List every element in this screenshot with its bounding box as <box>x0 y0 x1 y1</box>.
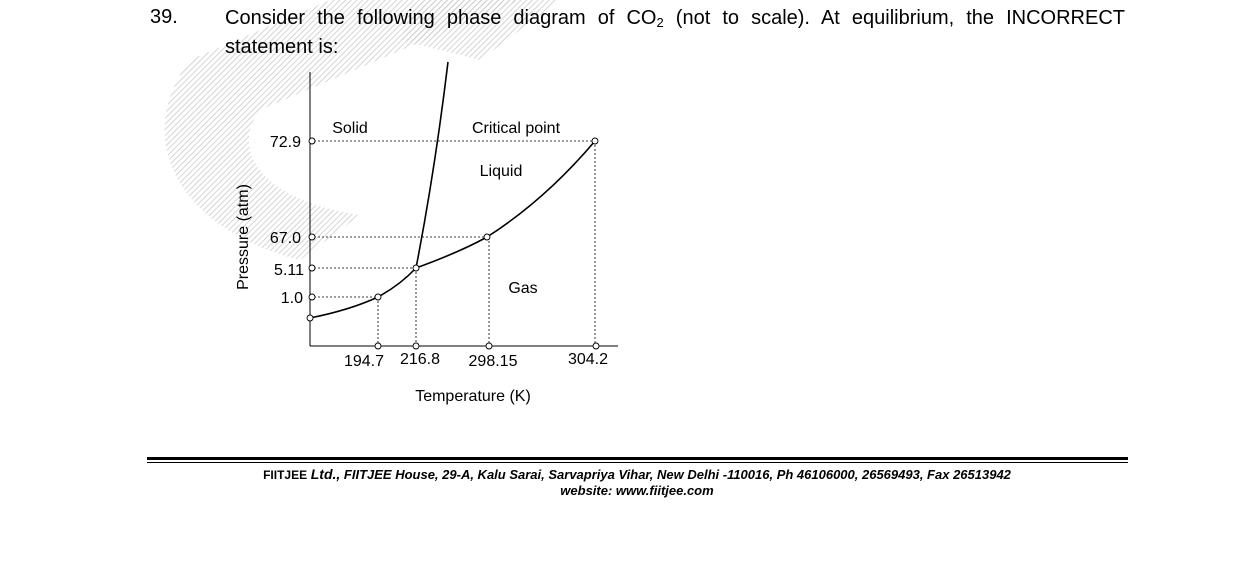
text: Consider the following phase diagram of … <box>225 7 657 29</box>
region-label: Gas <box>508 280 537 297</box>
region-label: Critical point <box>472 120 561 137</box>
y-tick-label: 5.11 <box>274 262 304 279</box>
watermark <box>400 0 560 60</box>
y-tick-label: 72.9 <box>270 134 301 151</box>
y-tick-label: 1.0 <box>281 290 303 307</box>
footer-rule <box>147 457 1128 460</box>
ltd: Ltd., <box>310 466 341 482</box>
website: website: www.fiitjee.com <box>560 483 714 498</box>
x-tick-label: 194.7 <box>344 353 384 370</box>
axes <box>309 72 618 347</box>
points <box>306 137 600 350</box>
x-axis-label: Temperature (K) <box>415 388 531 405</box>
phase-curves <box>309 61 596 319</box>
question-text: Consider the following phase diagram of … <box>225 6 1125 60</box>
guide-lines <box>310 140 596 346</box>
watermark <box>164 0 520 260</box>
brand: FIITJEE <box>263 468 308 482</box>
region-label: Liquid <box>480 163 523 180</box>
y-tick-label: 67.0 <box>270 230 301 247</box>
text: (not to scale). At equilibrium, the INCO… <box>225 7 1125 58</box>
subscript: 2 <box>656 15 664 30</box>
footer-rule <box>147 462 1128 463</box>
x-tick-label: 216.8 <box>400 351 440 368</box>
region-label: Solid <box>332 120 368 137</box>
question-number: 39. <box>150 6 178 28</box>
x-tick-label: 298.15 <box>469 353 518 370</box>
y-axis-label: Pressure (atm) <box>235 184 252 290</box>
x-tick-label: 304.2 <box>568 351 608 368</box>
address: FIITJEE House, 29-A, Kalu Sarai, Sarvapr… <box>343 467 1011 482</box>
footer: FIITJEE Ltd., FIITJEE House, 29-A, Kalu … <box>0 466 1238 499</box>
